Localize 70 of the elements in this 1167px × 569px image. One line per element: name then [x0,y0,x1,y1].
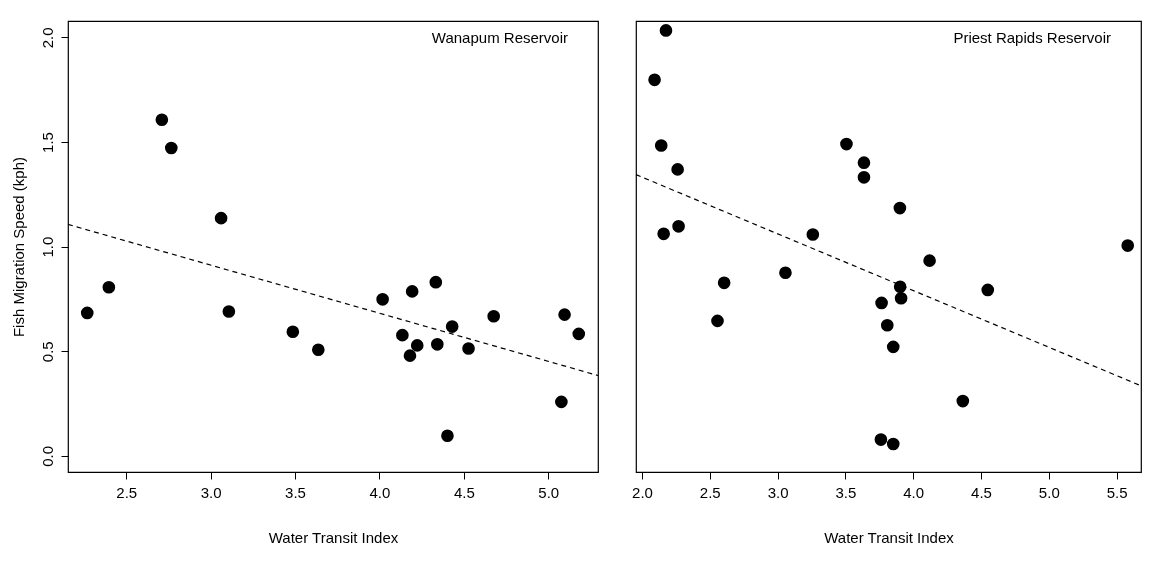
y-tick-label: 2.0 [38,27,56,49]
point [840,137,853,151]
text: Wanapum Reservoir [431,29,568,46]
point [659,24,673,37]
point [410,339,424,352]
x-tick-label: 3.5 [285,483,306,501]
point [886,340,900,354]
point [874,433,888,446]
x-tick-label: 2.5 [699,483,721,501]
point [572,327,586,341]
point [893,201,907,215]
point [286,325,300,339]
point [429,275,443,289]
point [875,296,888,310]
point [717,276,731,290]
x-tick-label: 3.0 [200,483,222,501]
point [857,156,871,169]
point [671,163,684,176]
x-tick-label: 4.0 [903,483,925,501]
point [880,318,894,332]
point [155,113,169,127]
point [311,343,325,357]
x-tick-label: 5.0 [1038,483,1060,501]
point [956,394,970,408]
point [711,314,724,328]
point [214,211,228,225]
point [445,320,459,333]
x-tick-label: 4.5 [971,483,992,501]
y-tick-label: 1.0 [38,236,56,258]
y-tick-label: 1.5 [38,132,56,153]
point [1121,239,1135,252]
point [779,266,792,280]
x-axis-title: Water Transit Index [268,528,399,546]
point [672,219,685,233]
x-tick-label: 4.0 [369,483,391,501]
x-axis-title: Water Transit Index [824,528,955,546]
point [376,293,389,306]
point [923,254,936,267]
text: Priest Rapids Reservoir [953,29,1111,46]
point [405,285,419,298]
x-tick-label: 2.0 [632,483,653,501]
point [396,328,409,342]
point [894,291,908,305]
x-tick-label: 5.0 [538,483,560,501]
y-axis-title: Fish Migration Speed (kph) [9,156,27,338]
point [657,227,670,241]
x-tick-label: 4.5 [453,483,475,501]
point [462,342,475,355]
point [857,171,871,184]
x-tick-label: 2.5 [116,483,138,501]
point [886,437,900,451]
point [981,283,995,297]
point [806,228,820,241]
point [654,139,668,152]
y-tick-label: 0.0 [38,445,56,467]
x-tick-label: 3.0 [767,483,789,501]
point [555,395,568,409]
point [558,308,571,321]
point [80,306,94,320]
point [403,349,417,362]
x-tick-label: 3.5 [835,483,857,501]
point [487,309,501,323]
x-tick-label: 5.5 [1106,483,1128,501]
point [441,429,454,443]
point [430,338,444,351]
point [648,73,661,87]
point [102,280,116,294]
point [164,141,178,155]
point [222,305,236,318]
y-tick-label: 0.5 [38,341,56,363]
